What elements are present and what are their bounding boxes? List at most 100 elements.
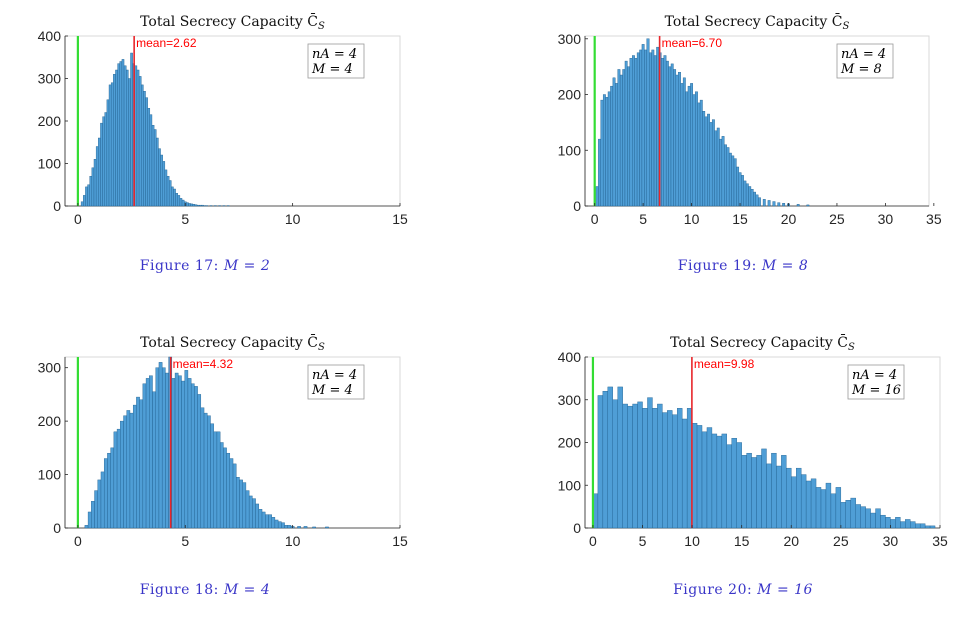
histogram-bar	[103, 458, 108, 529]
histogram-bar	[95, 146, 99, 207]
histogram-bar	[115, 69, 118, 207]
histogram-bar	[721, 136, 725, 207]
histogram-bar	[743, 180, 747, 207]
histogram-bar	[239, 479, 243, 529]
x-tick-label: 5	[181, 533, 189, 549]
histogram-bar	[644, 49, 647, 207]
histogram-bar	[177, 195, 181, 207]
y-tick-label: 200	[38, 113, 62, 129]
histogram-bar	[145, 97, 148, 207]
histogram-bar	[641, 44, 645, 207]
histogram-bar	[116, 428, 121, 529]
x-tick-label: 0	[74, 533, 82, 549]
histogram-bar	[87, 184, 90, 207]
histogram-bar	[136, 69, 140, 207]
histogram-bar	[192, 204, 196, 207]
histogram-bar	[595, 186, 599, 207]
y-tick-label: 100	[38, 156, 62, 172]
legend-entry: M = 4	[311, 62, 353, 77]
histogram-bar	[840, 502, 846, 529]
legend-entry: nA = 4	[312, 368, 357, 383]
histogram-bar	[617, 69, 621, 207]
y-tick-label: 0	[573, 198, 581, 214]
histogram-bar	[598, 138, 601, 207]
x-tick-label: 15	[392, 211, 408, 227]
histogram-bar	[825, 482, 832, 529]
histogram-bar	[83, 195, 86, 207]
histogram-bar	[268, 514, 272, 529]
histogram-bar	[123, 415, 127, 529]
x-tick-label: 15	[734, 533, 750, 549]
histogram-bar	[281, 522, 285, 529]
histogram-bar	[134, 65, 138, 207]
histogram-bar	[201, 204, 204, 207]
histogram-bar	[171, 378, 176, 529]
histogram-bar	[890, 519, 896, 529]
x-tick-label: 10	[684, 211, 700, 227]
histogram-bar	[791, 476, 797, 529]
histogram-bar	[129, 412, 134, 529]
histogram-bar	[624, 60, 628, 207]
y-tick-label: 300	[558, 392, 582, 408]
histogram-bar	[126, 410, 131, 529]
histogram-bar	[656, 46, 660, 207]
histogram-bar	[184, 370, 189, 529]
legend-entry: M = 8	[840, 62, 882, 77]
histogram-bar	[284, 525, 288, 529]
histogram-bar	[696, 425, 703, 529]
histogram-bar	[100, 471, 105, 529]
x-tick-label: 5	[181, 211, 189, 227]
histogram-bar	[147, 108, 151, 207]
histogram-bar	[155, 367, 160, 529]
chart-title: Total Secrecy Capacity C̄S	[140, 333, 325, 353]
histogram-bar	[612, 399, 618, 529]
histogram-bar	[702, 111, 706, 207]
chart-title: Total Secrecy Capacity C̄S	[665, 12, 850, 32]
histogram-bar	[143, 91, 146, 207]
histogram-bar	[776, 465, 782, 529]
histogram-bar	[699, 99, 703, 207]
histogram-bar	[242, 482, 247, 529]
legend-box	[307, 364, 365, 400]
figure-17-caption: Figure 17: M = 2	[55, 258, 355, 274]
caption-prefix: Figure 19:	[677, 258, 762, 274]
legend-entry: M = 16	[851, 383, 901, 398]
histogram-bar	[815, 487, 822, 529]
histogram-bar	[796, 204, 800, 207]
y-tick-label: 300	[558, 31, 582, 47]
mean-label: mean=9.98	[694, 357, 755, 371]
histogram-bar	[258, 509, 263, 529]
histogram-bar	[91, 167, 95, 207]
histogram-bar	[637, 401, 643, 529]
histogram-bar	[597, 395, 604, 529]
legend-entry: nA = 4	[841, 47, 886, 62]
histogram-bar	[80, 201, 84, 207]
caption-prefix: Figure 18:	[139, 582, 224, 598]
histogram-bar	[113, 431, 118, 529]
histogram-bar	[736, 442, 742, 529]
histogram-bar	[91, 501, 95, 529]
histogram-bar	[680, 83, 684, 207]
histogram-bar	[248, 495, 253, 529]
histogram-bar	[711, 433, 718, 529]
histogram-bar	[186, 202, 189, 207]
histogram-bar	[119, 61, 123, 207]
histogram-bar	[138, 76, 142, 207]
histogram-bar	[634, 58, 638, 207]
histogram-bar	[820, 489, 827, 529]
x-tick-label: 30	[883, 533, 899, 549]
x-tick-label: 15	[732, 211, 748, 227]
histogram-bar	[87, 511, 92, 529]
histogram-bar	[93, 159, 97, 207]
y-tick-label: 100	[38, 467, 62, 483]
histogram-bar	[690, 83, 694, 207]
histogram-bar	[194, 204, 198, 207]
histogram-bar	[149, 114, 153, 207]
caption-equation: M = 2	[223, 258, 271, 274]
histogram-bar	[714, 130, 718, 207]
histogram-bar	[668, 66, 672, 207]
histogram-bar	[786, 467, 792, 529]
legend-entry: M = 4	[311, 383, 353, 398]
histogram-bar	[271, 517, 276, 529]
x-tick-label: 5	[639, 533, 647, 549]
